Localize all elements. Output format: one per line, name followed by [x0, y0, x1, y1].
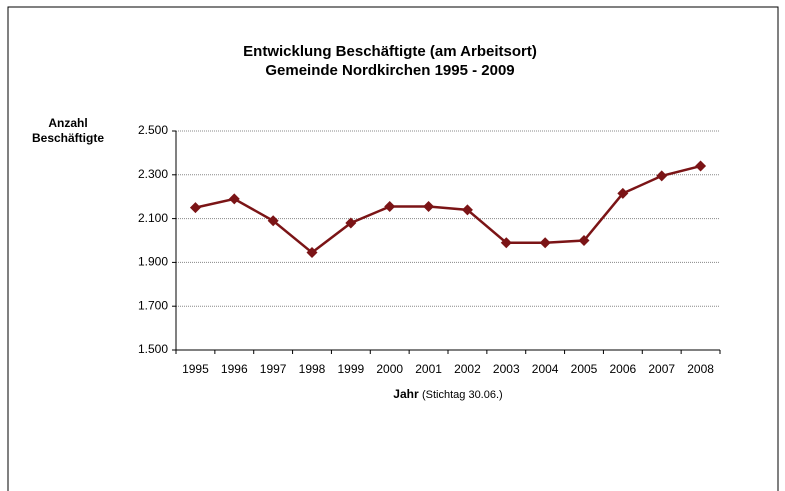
data-point [306, 247, 318, 259]
y-axis-label: Beschäftigte [32, 131, 104, 145]
x-tick-label: 2002 [454, 362, 481, 376]
x-tick-label: 2008 [687, 362, 714, 376]
data-point [189, 202, 201, 214]
data-point [695, 160, 707, 172]
x-tick-label: 2004 [532, 362, 559, 376]
y-tick-label: 1.700 [138, 298, 168, 312]
data-point [228, 193, 240, 205]
data-point [656, 170, 668, 182]
x-tick-label: 1995 [182, 362, 209, 376]
y-tick-label: 2.100 [138, 211, 168, 225]
chart-subtitle: Gemeinde Nordkirchen 1995 - 2009 [265, 62, 514, 79]
x-tick-label: 2003 [493, 362, 520, 376]
x-tick-label: 2005 [571, 362, 598, 376]
x-axis-label-note: (Stichtag 30.06.) [422, 389, 503, 401]
data-point [461, 204, 473, 216]
x-axis-label: Jahr (Stichtag 30.06.) [393, 387, 502, 401]
data-point [578, 235, 590, 246]
x-tick-label: 2000 [376, 362, 403, 376]
data-point [267, 215, 279, 227]
x-tick-label: 2001 [415, 362, 442, 376]
chart-border [7, 6, 779, 491]
y-axis-label: Anzahl [48, 116, 87, 130]
data-point [423, 201, 435, 213]
y-tick-label: 1.500 [138, 342, 168, 356]
x-tick-label: 2007 [648, 362, 675, 376]
y-tick-label: 2.300 [138, 167, 168, 181]
data-line [195, 164, 701, 255]
data-point [539, 237, 551, 249]
x-tick-label: 1997 [260, 362, 287, 376]
x-tick-label: 1998 [299, 362, 326, 376]
data-point [384, 201, 396, 213]
x-axis-label-main: Jahr [393, 387, 419, 401]
data-point [345, 217, 357, 229]
data-point [500, 237, 512, 249]
x-tick-label: 1996 [221, 362, 248, 376]
y-tick-label: 2.500 [138, 123, 168, 137]
data-point [617, 187, 629, 199]
y-tick-label: 1.900 [138, 255, 168, 269]
chart-title: Entwicklung Beschäftigte (am Arbeitsort) [243, 43, 537, 60]
x-tick-label: 1999 [338, 362, 365, 376]
x-tick-label: 2006 [610, 362, 637, 376]
